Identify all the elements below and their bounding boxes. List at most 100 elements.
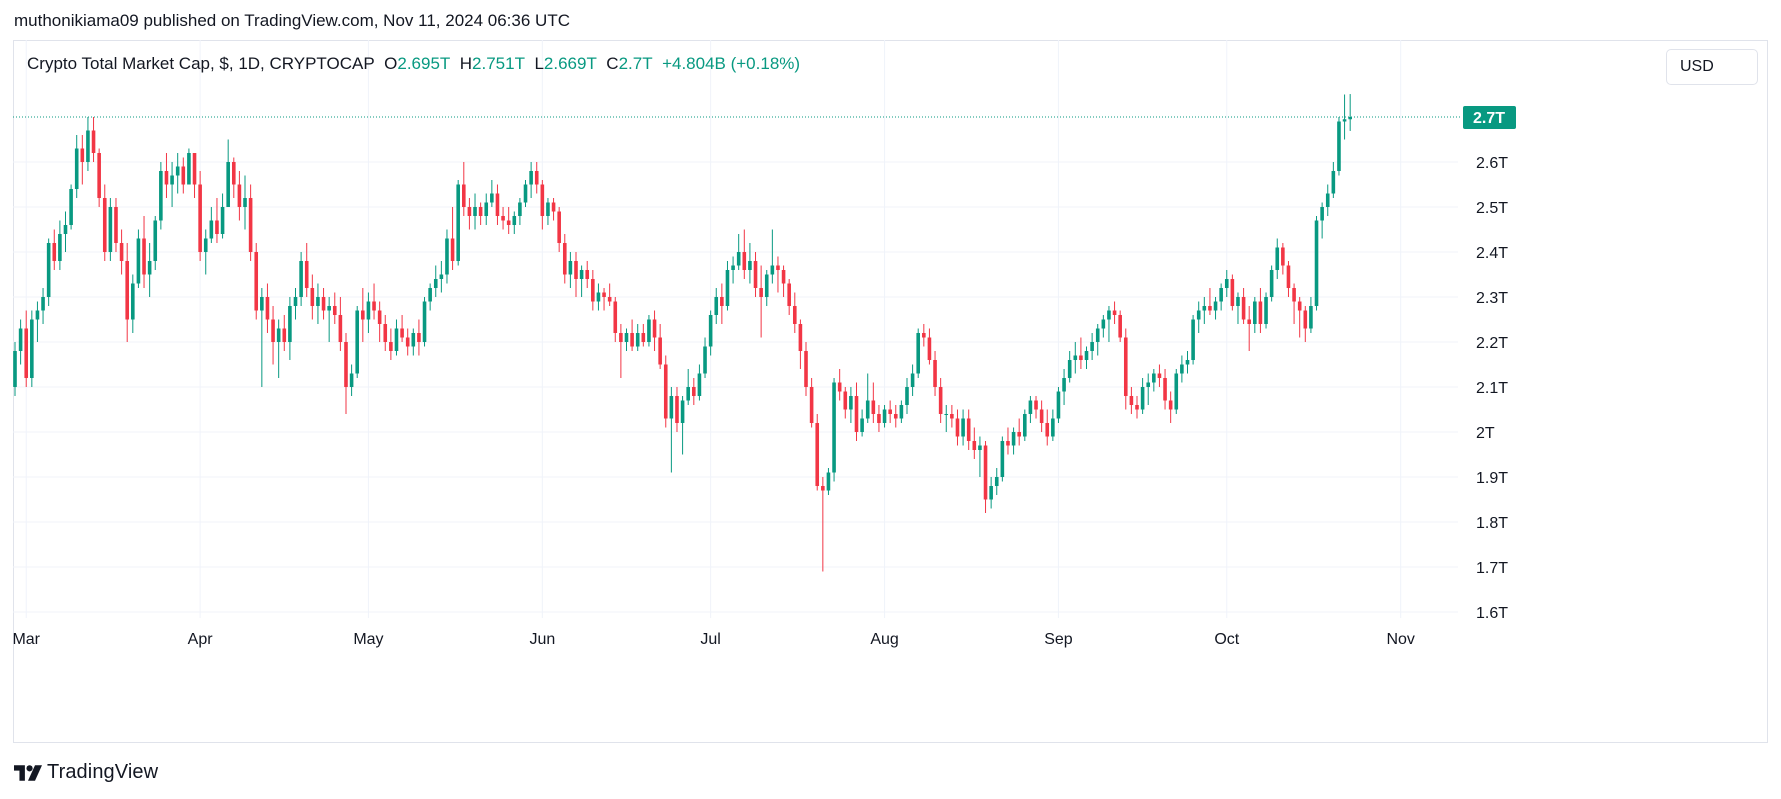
candle-body <box>837 382 842 392</box>
candle-body <box>1163 378 1167 401</box>
candle-body <box>652 319 657 338</box>
candle-body <box>97 153 101 198</box>
candle-body <box>422 301 427 342</box>
candle-body <box>1191 319 1195 360</box>
y-tick-label: 1.7T <box>1476 560 1508 577</box>
candle-body <box>602 292 606 297</box>
candle-body <box>826 472 831 491</box>
candle-body <box>445 238 449 275</box>
candle-body <box>467 207 472 216</box>
candle-body <box>1292 288 1296 302</box>
candle-body <box>433 279 438 288</box>
candle-body <box>961 418 965 437</box>
publisher-caption: muthonikiama09 published on TradingView.… <box>14 11 570 30</box>
candle-body <box>231 162 236 185</box>
candle-body <box>1006 441 1010 446</box>
candle-body <box>355 310 360 374</box>
candle-body <box>159 171 163 221</box>
candle-body <box>1028 400 1033 414</box>
candle-body <box>792 306 797 324</box>
candle-body <box>226 162 230 207</box>
candle-body <box>1275 247 1280 270</box>
candle-body <box>361 310 365 320</box>
open-value: 2.695T <box>397 54 451 73</box>
currency-button[interactable]: USD <box>1666 49 1758 85</box>
x-tick-label: Aug <box>870 631 898 648</box>
candle-body <box>1056 391 1061 419</box>
candle-body <box>1236 297 1240 306</box>
candle-body <box>439 274 444 279</box>
change-value: +4.804B (+0.18%) <box>662 54 801 73</box>
candle-body <box>1342 119 1347 122</box>
candle-body <box>1023 414 1027 437</box>
candle-body <box>910 373 915 387</box>
candle-body <box>607 297 612 302</box>
x-tick-label: Jun <box>529 631 555 648</box>
candle-body <box>125 261 129 320</box>
candle-body <box>344 342 348 387</box>
candle-body <box>1123 337 1128 396</box>
brand-name: TradingView <box>47 761 159 783</box>
candle-body <box>893 414 898 419</box>
candle-body <box>748 261 752 270</box>
candle-body <box>46 243 51 297</box>
candle-body <box>798 324 803 351</box>
candle-body <box>950 414 954 419</box>
chart-frame <box>13 40 1768 743</box>
candle-body <box>1325 193 1330 207</box>
x-tick-label: Mar <box>13 631 41 648</box>
candle-body <box>41 297 45 311</box>
candle-body <box>1084 351 1089 360</box>
candle-body <box>1219 288 1223 302</box>
candle-body <box>389 342 393 351</box>
candle-body <box>63 225 68 234</box>
candle-body <box>69 189 73 225</box>
candle-body <box>619 333 623 342</box>
candle-body <box>540 184 545 216</box>
candle-body <box>978 445 982 450</box>
y-tick-label: 2.4T <box>1476 245 1508 262</box>
candle-body <box>332 306 337 315</box>
candle-body <box>114 207 118 243</box>
candle-body <box>770 265 775 275</box>
candle-body <box>983 445 988 500</box>
candle-body <box>1286 265 1291 288</box>
candlestick-chart[interactable]: 1.6T 1.7T 1.8T 1.9T 2T 2.1T 2.2T 2.3T 2.4T 2.5T 2.… <box>13 40 1768 743</box>
candle-body <box>697 373 702 396</box>
x-tick-label: Apr <box>188 631 214 648</box>
candle-body <box>1062 378 1066 392</box>
candle-body <box>13 351 17 387</box>
candle-body <box>1264 297 1268 324</box>
candle-body <box>490 193 494 203</box>
candle-body <box>456 184 460 261</box>
close-value: 2.7T <box>618 54 653 73</box>
y-tick-label: 2.2T <box>1476 335 1508 352</box>
candle-body <box>927 337 932 360</box>
candle-body <box>271 319 275 342</box>
candle-body <box>209 220 214 239</box>
candle-body <box>478 207 483 216</box>
candle-body <box>1309 306 1313 329</box>
open-label: O <box>384 54 398 73</box>
x-tick-label: Sep <box>1044 631 1073 648</box>
candle-body <box>832 382 836 473</box>
y-tick-label: 1.6T <box>1476 605 1508 622</box>
candle-body <box>635 333 640 347</box>
y-tick-label: 2.3T <box>1476 290 1508 307</box>
candle-body <box>1157 373 1162 378</box>
candle-body <box>192 153 197 185</box>
candle-body <box>237 184 242 207</box>
candle-body <box>776 265 780 270</box>
candle-body <box>972 441 977 450</box>
candle-body <box>781 270 786 284</box>
candle-body <box>1079 355 1083 360</box>
candle-body <box>641 333 646 342</box>
candle-body <box>91 130 96 153</box>
candle-body <box>338 315 343 342</box>
low-value: 2.669T <box>543 54 597 73</box>
x-tick-label: Jul <box>700 631 720 648</box>
candle-body <box>282 328 287 342</box>
candle-body <box>546 202 550 216</box>
y-tick-label: 1.9T <box>1476 470 1508 487</box>
candle-body <box>562 243 567 275</box>
